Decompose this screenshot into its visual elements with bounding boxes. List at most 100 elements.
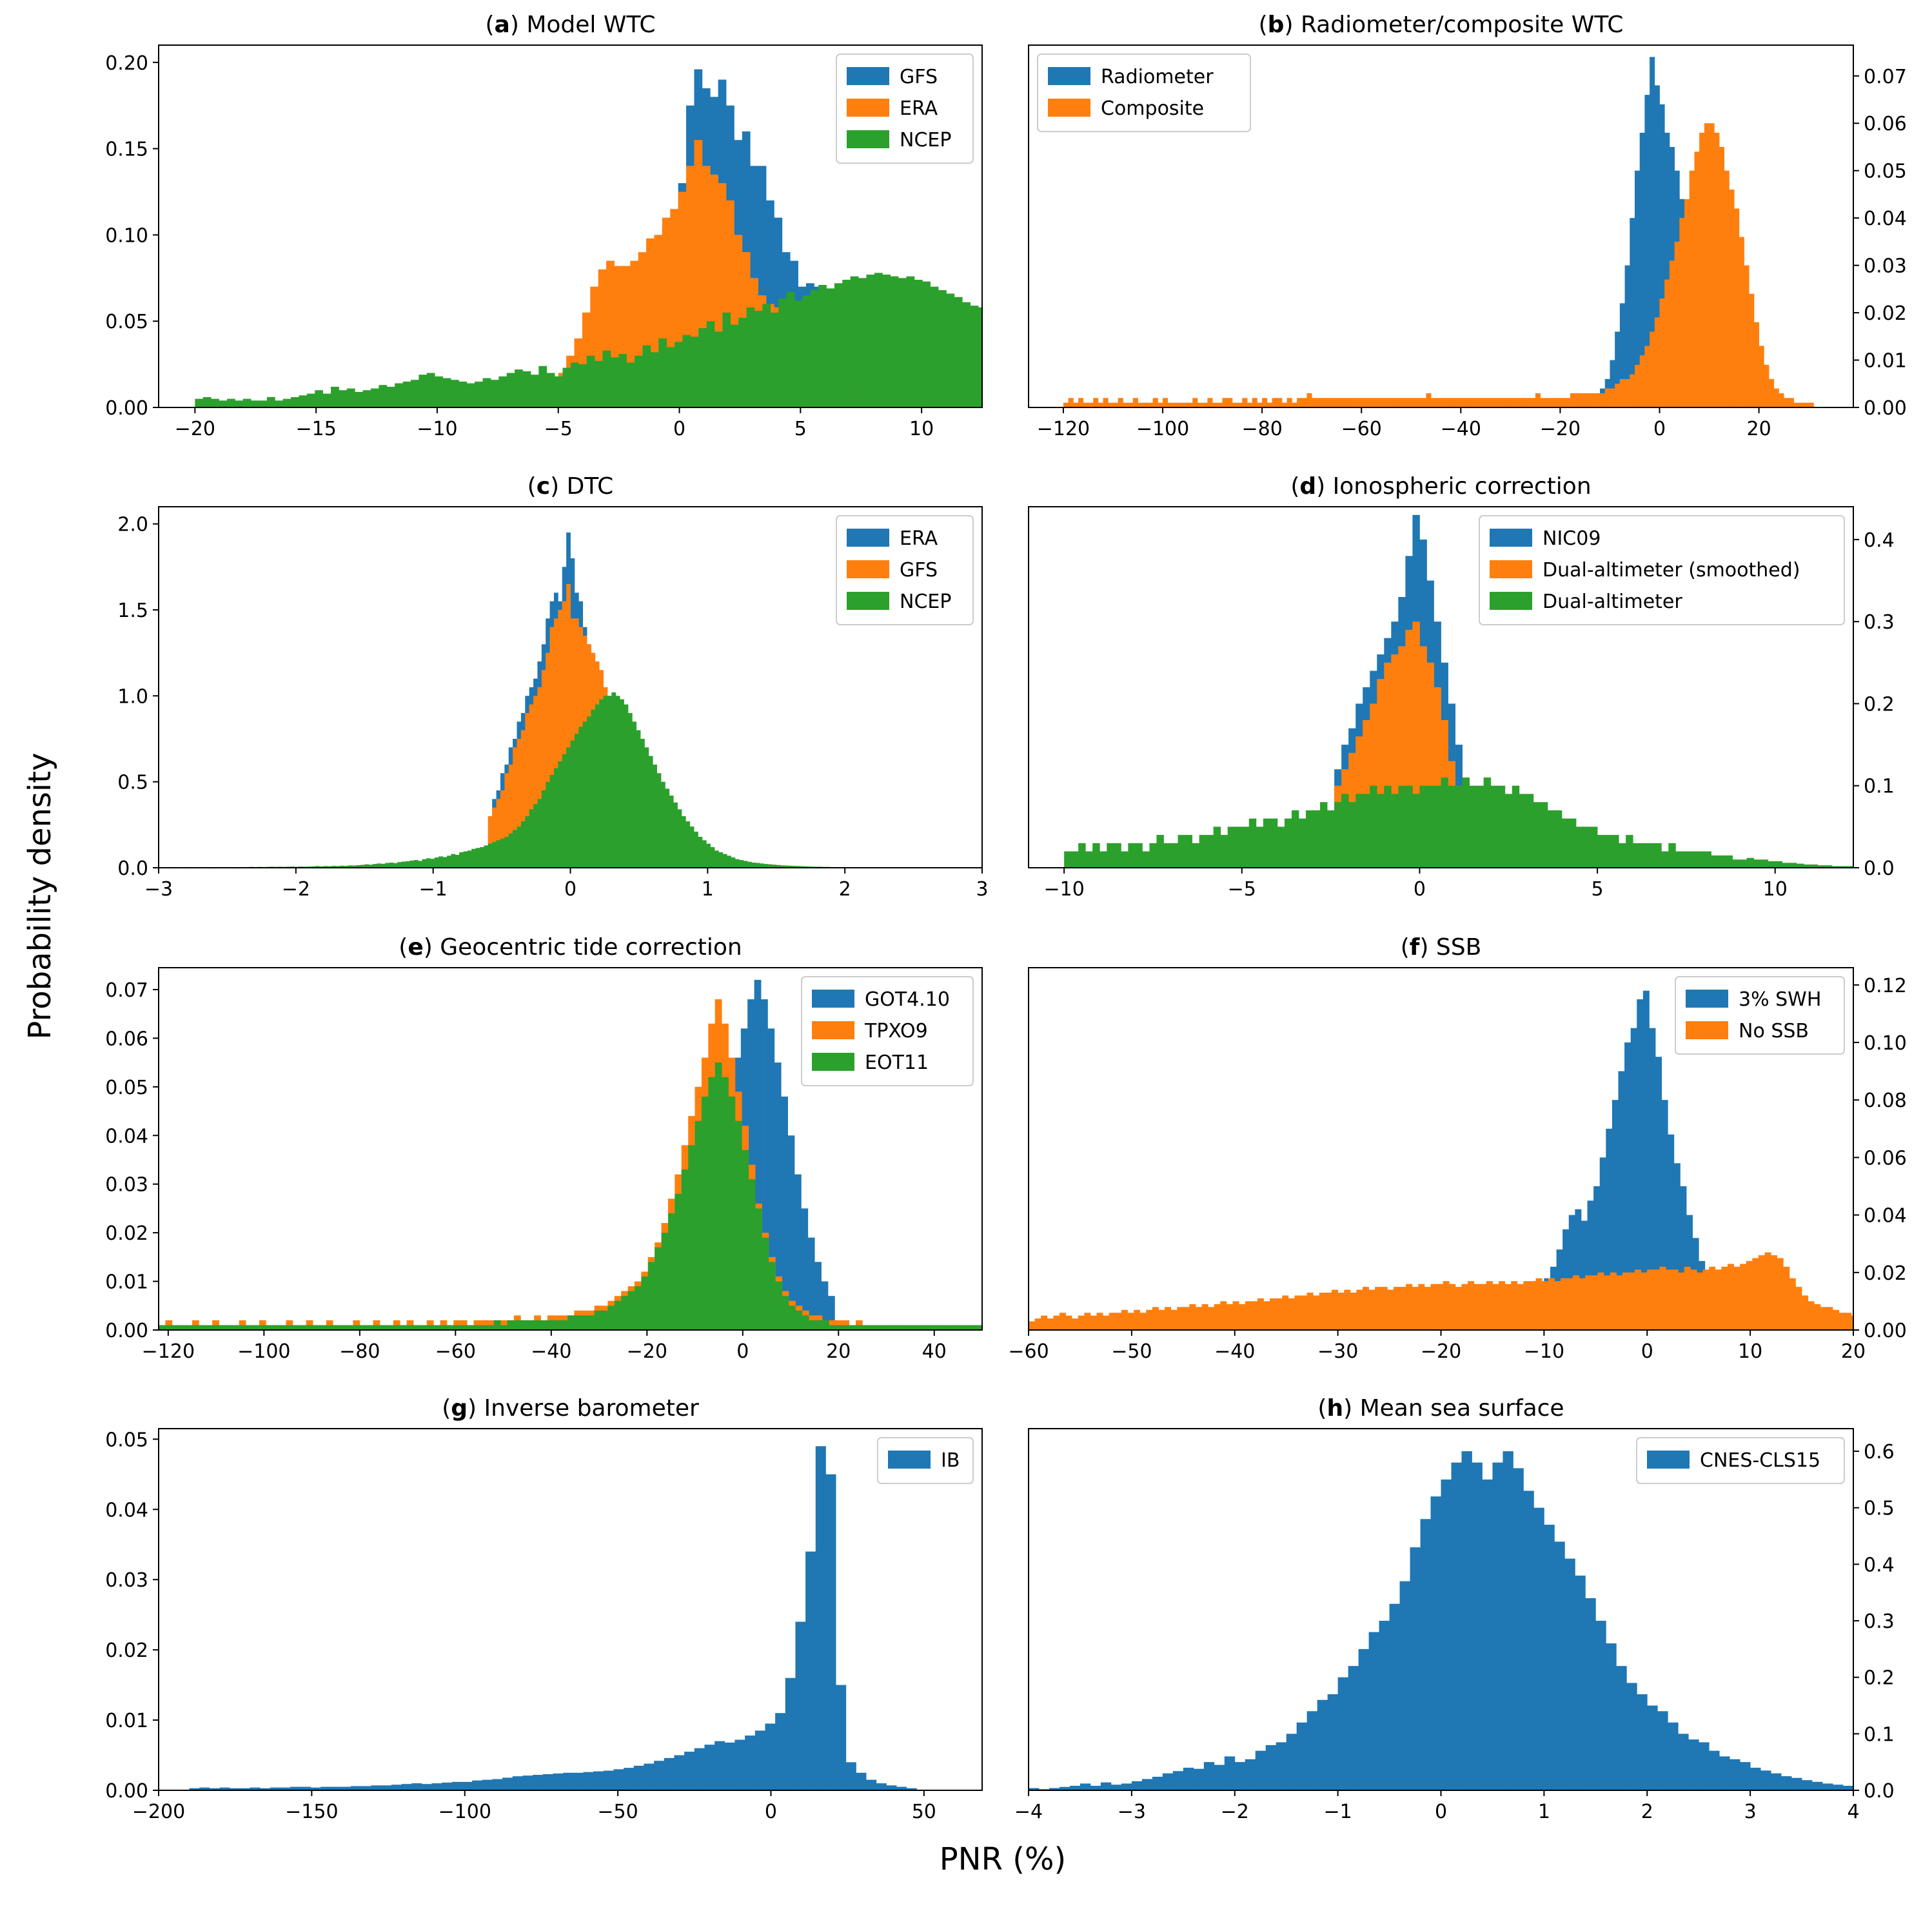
histogram-bar	[1511, 1281, 1518, 1330]
histogram-bar	[533, 1775, 544, 1790]
histogram-bar	[578, 364, 587, 407]
histogram-bar	[1777, 1258, 1784, 1330]
histogram-bar	[1115, 1313, 1122, 1330]
bars-c	[159, 533, 917, 868]
histogram-bar	[580, 1315, 588, 1330]
legend: NIC09 Dual-altimeter (smoothed) Dual-altim…	[1479, 515, 1845, 625]
histogram-bar	[731, 857, 736, 868]
legend-label: GFS	[900, 559, 938, 582]
histogram-bar	[1838, 866, 1847, 868]
histogram-bar	[1213, 826, 1221, 868]
histogram-bar	[1515, 398, 1521, 407]
histogram-bar	[1535, 393, 1541, 407]
histogram-bar	[517, 739, 522, 868]
histogram-bar	[1500, 398, 1506, 407]
histogram-bar	[714, 850, 719, 868]
histogram-bar	[1224, 1756, 1236, 1790]
histogram-bar	[1096, 1313, 1103, 1330]
histogram-bar	[1545, 398, 1551, 407]
shared-y-axis-label: Probability density	[22, 753, 58, 1040]
histogram-bar	[239, 1788, 250, 1790]
x-tick-label: −100	[1136, 418, 1189, 440]
histogram-bar	[513, 830, 517, 868]
panel-title: (g) Inverse barometer	[442, 1395, 699, 1422]
histogram-bar	[1251, 1301, 1258, 1330]
x-tick-label: −120	[142, 1340, 195, 1363]
legend-label: Radiometer	[1101, 66, 1214, 88]
histogram-bar	[1189, 1304, 1196, 1330]
histogram-bar	[882, 1325, 890, 1330]
histogram-bar	[1165, 1307, 1172, 1330]
histogram-bar	[734, 1120, 742, 1330]
histogram-bar	[1580, 393, 1586, 407]
histogram-bar	[460, 1320, 468, 1330]
histogram-bar	[698, 328, 707, 407]
y-tick-label: 0.01	[105, 1710, 148, 1732]
histogram-bar	[1512, 785, 1520, 868]
histogram-bar	[1158, 402, 1163, 407]
x-tick-label: 0	[1641, 1340, 1653, 1363]
histogram-bar	[794, 300, 803, 407]
histogram-bar	[574, 1315, 582, 1330]
histogram-bar	[1561, 818, 1570, 868]
histogram-bar	[1634, 170, 1641, 407]
shared-x-axis-label: PNR (%)	[940, 1841, 1067, 1877]
histogram-bar	[280, 1787, 291, 1790]
histogram-bar	[664, 1757, 675, 1790]
histogram-bar	[529, 704, 534, 868]
histogram-bar	[1286, 398, 1292, 407]
title-letter: b	[1268, 12, 1285, 38]
x-tick-label: 2	[1641, 1801, 1653, 1823]
histogram-bar	[239, 1325, 246, 1330]
series-no-ssb	[1029, 1252, 1853, 1330]
histogram-bar	[667, 1213, 675, 1330]
histogram-bar	[669, 796, 674, 868]
histogram-bar	[1386, 398, 1392, 407]
histogram-bar	[1327, 1694, 1339, 1790]
histogram-bar	[1187, 402, 1193, 407]
histogram-bar	[1152, 1776, 1163, 1790]
y-tick-label: 0.06	[1864, 1147, 1907, 1169]
y-tick-label: 0.05	[1864, 161, 1907, 183]
histogram-bar	[684, 1752, 695, 1790]
histogram-bar	[1628, 1272, 1635, 1330]
y-tick-label: 0.06	[105, 1028, 148, 1050]
histogram-bar	[1802, 1780, 1813, 1790]
histogram-bar	[1773, 388, 1779, 407]
histogram-bar	[1451, 1462, 1462, 1790]
histogram-bar	[775, 1281, 783, 1330]
y-tick-label: 0.10	[105, 224, 148, 247]
histogram-bar	[1791, 1777, 1802, 1790]
title-paren-open: (	[1290, 473, 1299, 500]
panel-title: (c) DTC	[527, 473, 614, 500]
histogram-bar	[1674, 241, 1680, 407]
histogram-bar	[1639, 355, 1645, 407]
histogram-bar	[570, 362, 579, 407]
histogram-bar	[760, 999, 768, 1330]
histogram-bar	[1566, 1278, 1573, 1330]
y-tick-label: 0.0	[117, 857, 148, 880]
histogram-bar	[1644, 95, 1650, 407]
histogram-bar	[1306, 810, 1314, 868]
histogram-bar	[1090, 1785, 1101, 1790]
histogram-bar	[1554, 1541, 1565, 1790]
histogram-bar	[1659, 1266, 1666, 1330]
histogram-bar	[654, 1761, 665, 1790]
histogram-bar	[1679, 218, 1685, 407]
legend-label: Dual-altimeter (smoothed)	[1543, 559, 1800, 582]
histogram-bar	[1132, 398, 1138, 407]
histogram-bar	[1503, 1451, 1513, 1790]
histogram-bar	[1326, 398, 1332, 407]
histogram-bar	[627, 1291, 635, 1330]
histogram-bar	[1789, 863, 1797, 868]
histogram-bar	[266, 1325, 273, 1330]
histogram-bar	[681, 1169, 689, 1330]
histogram-bar	[488, 816, 493, 868]
histogram-bar	[1257, 1298, 1264, 1330]
axes-frame	[158, 967, 983, 1331]
histogram-bar	[916, 1325, 923, 1330]
histogram-bar	[898, 278, 907, 407]
x-tick-label: −1	[1324, 1801, 1352, 1823]
legend-label: NCEP	[900, 591, 951, 613]
histogram-bar	[610, 357, 619, 407]
